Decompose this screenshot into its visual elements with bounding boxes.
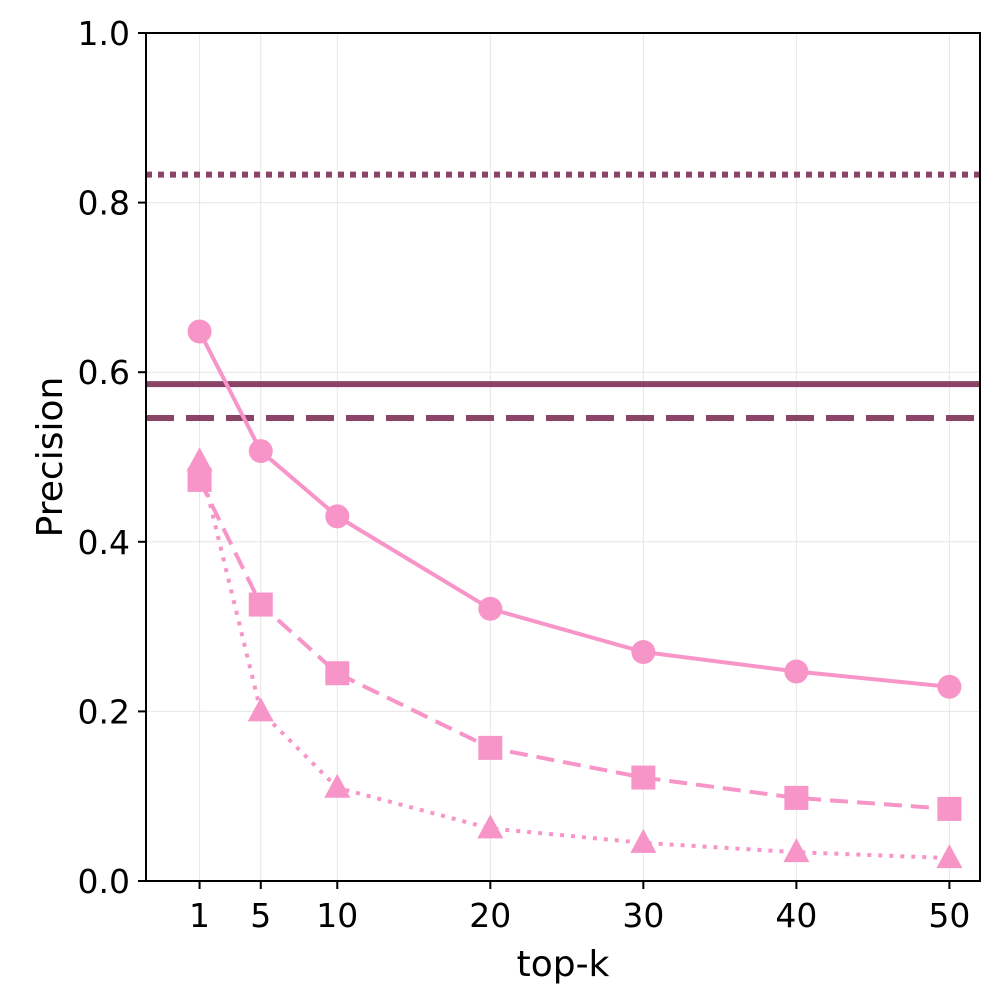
- series-triangle: [186, 447, 963, 869]
- data-point-triangle: [936, 844, 963, 869]
- data-point-square: [937, 796, 962, 821]
- x-tick-labels: 1 5 10 20 30 40 50: [189, 896, 970, 935]
- data-point-square: [631, 765, 656, 790]
- series-line-dashed: [197, 479, 950, 811]
- x-tick-label: 50: [928, 896, 970, 935]
- data-point-triangle: [186, 447, 213, 472]
- x-tick-label: 20: [469, 896, 511, 935]
- data-point-circle: [631, 640, 656, 665]
- reference-lines: [146, 171, 980, 421]
- x-axis-title: top-k: [517, 944, 610, 985]
- data-point-circle: [937, 674, 962, 699]
- series-square: [187, 467, 962, 821]
- series-group: [186, 319, 963, 869]
- y-tick-label: 0.2: [78, 692, 130, 731]
- y-tick-label: 1.0: [78, 14, 130, 53]
- series-line-dotted: [197, 460, 950, 861]
- tick-marks: [138, 32, 951, 889]
- data-point-square: [248, 592, 273, 617]
- data-point-square: [784, 785, 809, 810]
- x-tick-label: 10: [316, 896, 358, 935]
- data-point-triangle: [247, 697, 274, 722]
- data-point-circle: [325, 504, 350, 529]
- y-tick-label: 0.8: [78, 184, 130, 223]
- data-point-triangle: [324, 773, 351, 798]
- y-tick-labels: 0.0 0.2 0.4 0.6 0.8 1.0: [78, 14, 130, 901]
- x-tick-label: 30: [622, 896, 664, 935]
- data-point-triangle: [783, 838, 810, 863]
- data-point-triangle: [630, 828, 657, 853]
- data-point-square: [187, 467, 212, 492]
- y-axis-title: Precision: [30, 377, 71, 538]
- data-point-circle: [187, 319, 212, 344]
- y-tick-label: 0.6: [78, 353, 130, 392]
- data-point-circle: [478, 596, 503, 621]
- data-point-circle: [248, 439, 273, 464]
- plot-frame: [145, 32, 981, 882]
- x-tick-label: 40: [775, 896, 817, 935]
- x-tick-label: 5: [250, 896, 271, 935]
- x-tick-label: 1: [189, 896, 210, 935]
- y-tick-label: 0.0: [78, 862, 130, 901]
- data-point-triangle: [477, 814, 504, 839]
- series-circle: [187, 319, 962, 699]
- y-tick-label: 0.4: [78, 523, 130, 562]
- data-point-square: [325, 661, 350, 686]
- data-point-square: [478, 735, 503, 760]
- data-point-circle: [784, 659, 809, 684]
